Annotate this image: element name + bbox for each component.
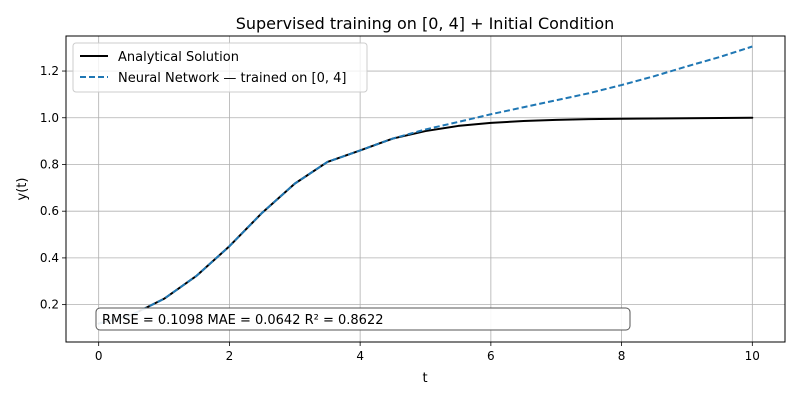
x-tick-label: 8 (618, 349, 626, 363)
legend-box (72, 42, 368, 93)
y-tick-label: 0.2 (40, 298, 59, 312)
metrics-annotation: RMSE = 0.1098 MAE = 0.0642 R² = 0.8622 (95, 307, 631, 331)
ticks: 0 2 4 6 8 10 0.2 0.4 0.6 0.8 1.0 1.2 (40, 64, 760, 363)
y-tick-label: 0.6 (40, 204, 59, 218)
y-axis-label: y(t) (15, 178, 30, 201)
plot-frame (65, 35, 786, 343)
y-tick-label: 1.2 (40, 64, 59, 78)
x-tick-label: 6 (487, 349, 495, 363)
series-line-neural-network (98, 45, 753, 325)
legend-label-nn: Neural Network — trained on [0, 4] (118, 71, 346, 86)
series-line-analytical (97, 116, 754, 325)
y-tick-label: 0.4 (40, 251, 59, 265)
series-group (97, 45, 754, 325)
metrics-box (95, 307, 631, 331)
metrics-text: RMSE = 0.1098 MAE = 0.0642 R² = 0.8622 (102, 313, 383, 328)
x-tick-label: 2 (226, 349, 234, 363)
legend: Analytical Solution Neural Network — tra… (72, 42, 368, 93)
x-tick-label: 10 (745, 349, 760, 363)
x-axis-label: t (422, 371, 427, 386)
chart-title: Supervised training on [0, 4] + Initial … (236, 14, 615, 33)
y-tick-label: 1.0 (40, 111, 59, 125)
legend-label-analytical: Analytical Solution (118, 50, 239, 65)
x-tick-label: 0 (95, 349, 103, 363)
y-tick-label: 0.8 (40, 157, 59, 171)
x-tick-label: 4 (356, 349, 364, 363)
